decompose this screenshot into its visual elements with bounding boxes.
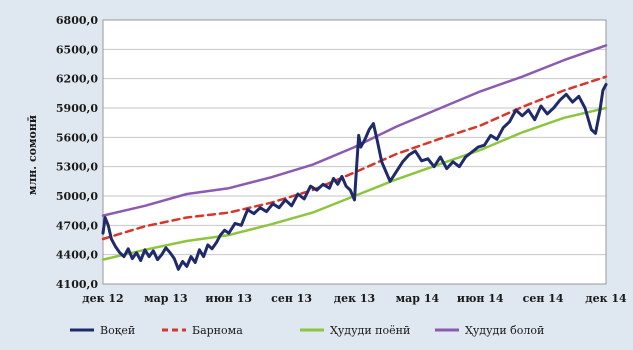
- x-tick-label: мар 13: [144, 292, 188, 305]
- legend-label: Ҳудуди поёнӣ: [330, 324, 410, 337]
- y-tick-label: 6500,0: [56, 43, 98, 56]
- x-tick-label: дек 12: [82, 292, 123, 305]
- legend-label: Воқеӣ: [100, 324, 135, 337]
- gridlines: [102, 19, 607, 285]
- y-tick-label: 5900,0: [56, 102, 98, 115]
- y-tick-label: 4400,0: [56, 249, 98, 262]
- x-axis-ticks: дек 12 мар 13 июн 13 сен 13 дек 13 мар 14 июн …: [82, 292, 627, 305]
- plot-area: [103, 20, 606, 284]
- y-tick-label: 6200,0: [56, 73, 98, 86]
- x-tick-label: дек 14: [585, 292, 627, 305]
- series-line-2: [101, 75, 608, 241]
- plot-border: [102, 19, 607, 285]
- series-line-1: [101, 83, 608, 271]
- y-axis-ticks: 4100,0 4400,0 4700,0 5000,0 5300,0 5600,0 5900…: [56, 14, 98, 291]
- series-layer: [101, 44, 608, 271]
- y-tick-label: 6800,0: [56, 14, 98, 27]
- y-tick-label: 4100,0: [56, 278, 98, 291]
- x-tick-label: июн 14: [457, 292, 504, 305]
- y-tick-label: 5000,0: [56, 190, 98, 203]
- legend-label: Барнома: [192, 324, 243, 337]
- y-tick-label: 5600,0: [56, 131, 98, 144]
- x-tick-label: дек 13: [334, 292, 375, 305]
- x-tick-label: мар 14: [396, 292, 440, 305]
- x-tick-label: июн 13: [205, 292, 252, 305]
- y-tick-label: 5300,0: [56, 161, 98, 174]
- x-tick-label: сен 13: [271, 292, 312, 305]
- series-line-4: [101, 44, 608, 217]
- y-axis-label: млн. сомонӣ: [26, 115, 39, 195]
- x-tick-label: сен 14: [523, 292, 564, 305]
- legend-label: Ҳудуди болоӣ: [465, 324, 544, 337]
- legend: Воқеӣ Барнома Ҳудуди поёнӣ Ҳудуди болоӣ: [70, 324, 544, 337]
- y-tick-label: 4700,0: [56, 219, 98, 232]
